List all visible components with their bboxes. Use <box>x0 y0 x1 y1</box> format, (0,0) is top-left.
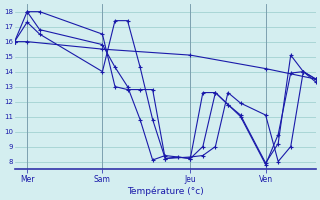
X-axis label: Température (°c): Température (°c) <box>127 186 204 196</box>
